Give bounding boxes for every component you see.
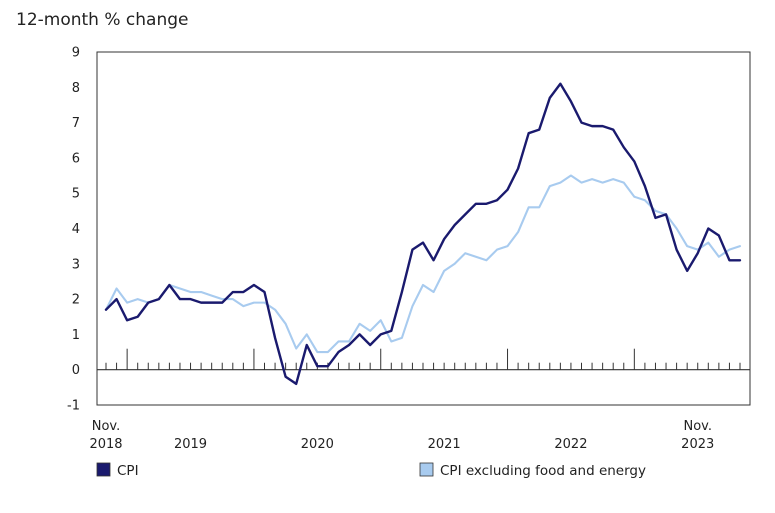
x-tick-sublabel: 2023 [681,437,714,452]
x-tick-sublabel: 2020 [301,437,334,452]
y-tick-label: 2 [72,293,80,308]
chart-title: 12-month % change [16,10,188,30]
y-tick-label: 1 [72,328,80,343]
x-tick-label: Nov. [92,419,121,434]
x-tick-sublabel: 2021 [428,437,461,452]
legend-swatch [96,462,111,477]
y-tick-label: 8 [72,81,80,96]
y-tick-label: 5 [72,187,80,202]
x-axis: Nov. 2018 2019 2020 2021 2022 Nov. 2023 [89,348,750,452]
y-tick-label: 3 [72,257,80,272]
x-tick-sublabel: 2018 [89,437,122,452]
y-tick-label: 0 [72,363,80,378]
x-tick-sublabel: 2022 [554,437,587,452]
y-axis: -1 0 1 2 3 4 5 6 7 8 9 [67,46,80,414]
legend-label: CPI excluding food and energy [440,463,646,479]
x-tick-label: Nov. [683,419,712,434]
y-tick-label: 6 [72,151,80,166]
y-tick-label: 9 [72,46,80,61]
plot-frame [96,51,751,406]
legend-label: CPI [117,463,139,479]
legend-swatch [419,462,434,477]
legend: CPI CPI excluding food and energy [96,462,646,479]
y-tick-label: -1 [67,399,80,414]
y-tick-label: 7 [72,116,80,131]
x-tick-sublabel: 2019 [174,437,207,452]
cpi-series-line [104,82,742,386]
series-layer [104,82,742,386]
y-tick-label: 4 [72,222,80,237]
cpi-core-series-line [104,174,742,354]
